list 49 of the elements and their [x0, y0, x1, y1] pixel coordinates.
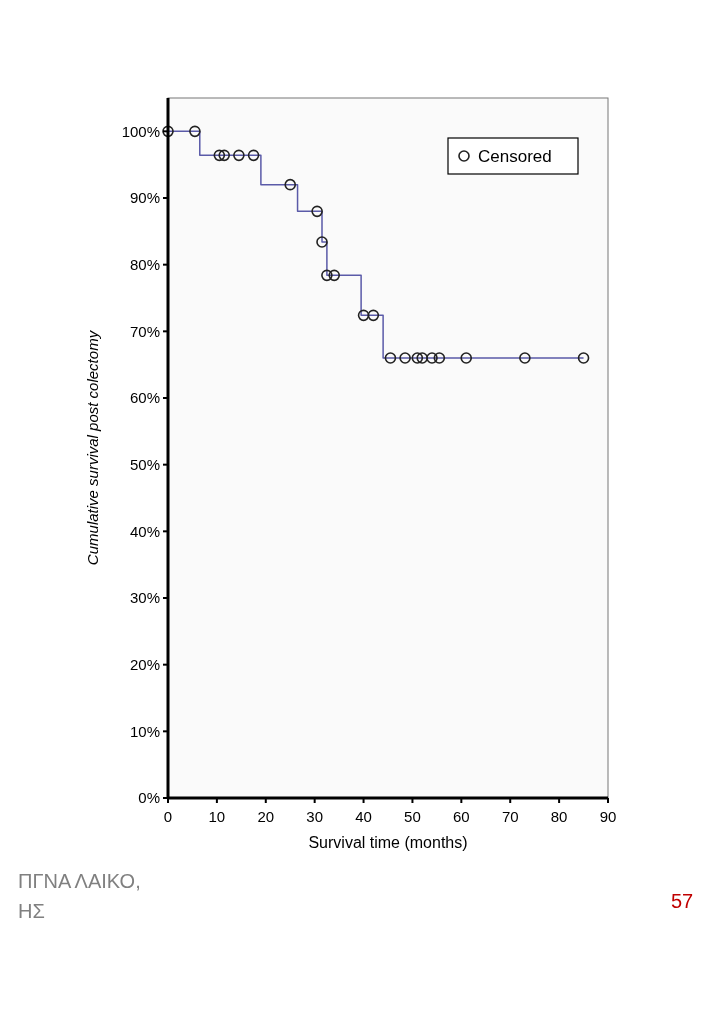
point: [162, 125, 174, 138]
x-tick-label: 40: [355, 808, 372, 825]
y-tick-label: 90%: [129, 189, 160, 207]
y-tick-label: 100%: [121, 122, 160, 140]
point: [316, 236, 328, 248]
point: [321, 269, 333, 282]
point: [411, 352, 424, 364]
point: [284, 178, 297, 191]
x-tick-label: 30: [306, 808, 324, 825]
point: [218, 149, 231, 162]
x-tick-label: 20: [257, 808, 275, 825]
point: [416, 352, 429, 364]
point: [233, 149, 245, 162]
y-tick-label: 50%: [129, 455, 160, 473]
y-tick-label: 0%: [138, 789, 160, 807]
point: [357, 309, 370, 322]
point: [460, 352, 473, 364]
point: [426, 352, 438, 364]
y-tick-label: 70%: [129, 322, 160, 340]
y-tick-label: 10%: [129, 722, 160, 740]
point: [213, 149, 226, 162]
y-tick-label: 80%: [129, 255, 160, 273]
point: [577, 352, 590, 364]
text: ΗΣ: [18, 900, 45, 922]
x-tick-label: 50: [404, 808, 421, 825]
legend-label: Censored: [478, 146, 552, 166]
point: [399, 352, 411, 364]
text: ΠΓΝΑ ΛΑΙΚΟ,: [18, 870, 141, 892]
x-tick-label: 60: [452, 808, 470, 825]
y-tick-label: 40%: [129, 522, 160, 540]
y-tick-label: 30%: [129, 589, 160, 607]
point: [519, 352, 531, 364]
point: [189, 125, 201, 138]
point: [384, 352, 397, 364]
point: [328, 269, 341, 282]
point: [367, 309, 380, 322]
point: [311, 205, 323, 218]
x-tick-label: 10: [208, 808, 226, 825]
point: [247, 149, 260, 162]
y-tick-label: 20%: [129, 655, 160, 673]
x-tick-label: 70: [501, 808, 519, 825]
x-tick-label: 0: [163, 808, 173, 825]
y-tick-label: 60%: [129, 389, 160, 407]
x-tick-label: 80: [550, 808, 568, 825]
x-axis-title: Survival time (months): [308, 834, 468, 851]
x-tick-label: 90: [599, 808, 617, 825]
y-axis-title: Cumulative survival post colectomy: [84, 329, 101, 566]
point: [433, 352, 446, 364]
text: 57: [671, 890, 694, 912]
